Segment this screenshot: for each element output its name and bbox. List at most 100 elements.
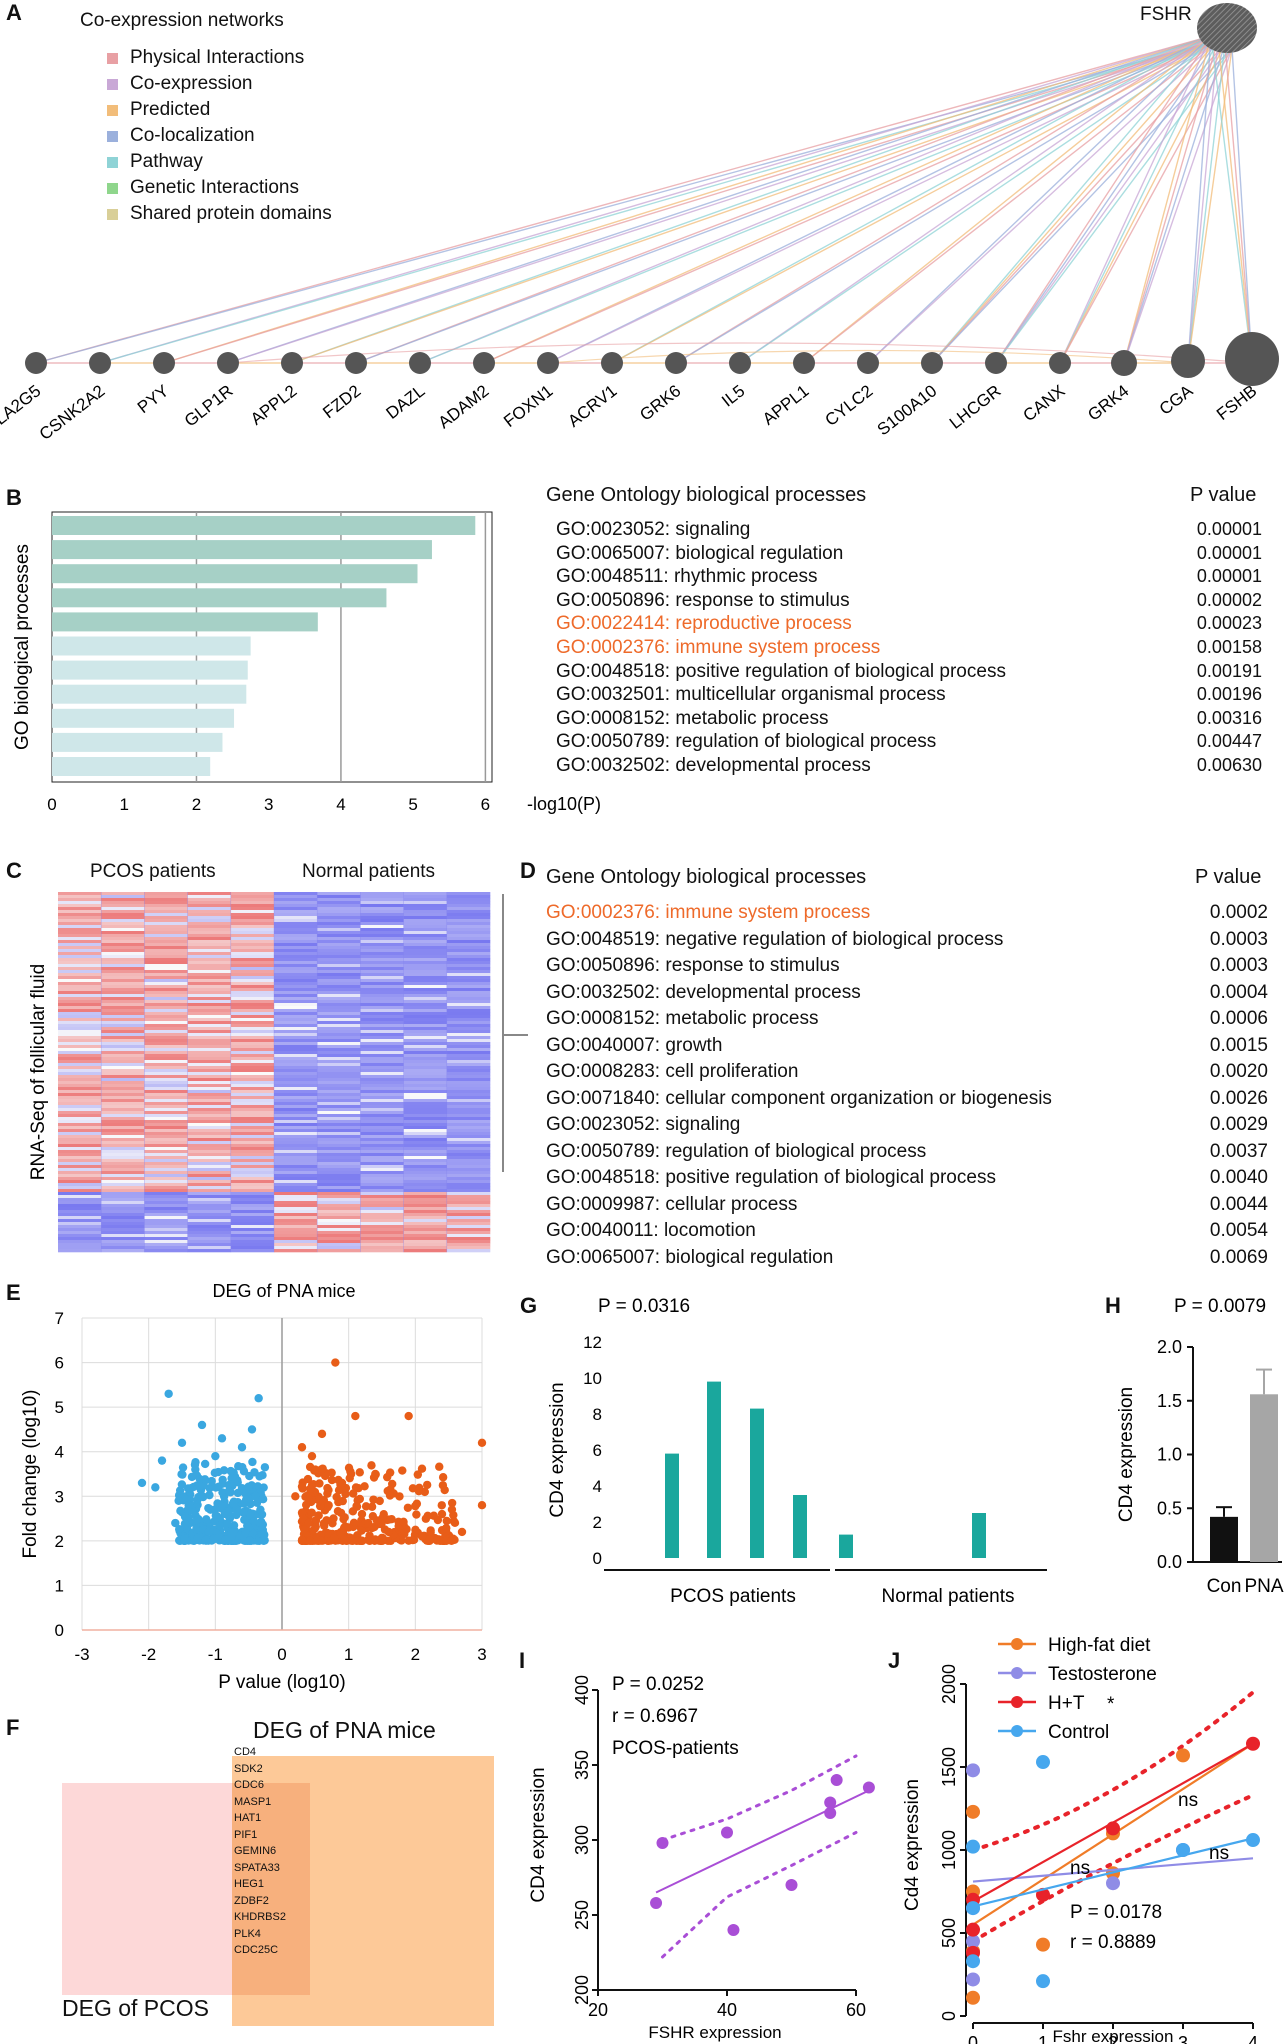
heatmap-cell bbox=[144, 1204, 188, 1208]
heatmap-cell bbox=[230, 964, 275, 968]
heatmap-cell bbox=[144, 1234, 188, 1238]
stats-label: P = 0.0316 bbox=[598, 1296, 690, 1317]
heatmap-cell bbox=[317, 991, 361, 995]
heatmap-cell bbox=[187, 1042, 232, 1046]
heatmap-cell bbox=[360, 1210, 404, 1214]
heatmap-cell bbox=[360, 1009, 404, 1013]
heatmap-cell bbox=[230, 1084, 275, 1088]
legend-swatch bbox=[107, 156, 118, 168]
go-pvalue: 0.0029 bbox=[1209, 1114, 1268, 1135]
data-point-down bbox=[191, 1465, 200, 1474]
data-point-up bbox=[357, 1526, 366, 1535]
heatmap-cell bbox=[317, 934, 361, 938]
heatmap-cell bbox=[274, 955, 318, 959]
gene-node bbox=[921, 352, 943, 374]
data-point-up bbox=[355, 1494, 365, 1504]
network-edge bbox=[1059, 35, 1212, 364]
heatmap-cell bbox=[360, 1249, 404, 1253]
heatmap-cell bbox=[187, 1015, 232, 1019]
data-point bbox=[862, 1781, 875, 1794]
go-term: GO:0008283: cell proliferation bbox=[546, 1061, 799, 1082]
heatmap-cell bbox=[360, 1036, 404, 1040]
data-point-down bbox=[210, 1534, 219, 1543]
heatmap-cell bbox=[317, 1024, 361, 1028]
heatmap-cell bbox=[317, 1162, 361, 1166]
heatmap-cell bbox=[403, 925, 448, 929]
heatmap-cell bbox=[230, 1003, 275, 1007]
heatmap-cell bbox=[317, 1150, 361, 1154]
heatmap-cell bbox=[446, 1003, 491, 1007]
heatmap-cell bbox=[187, 994, 232, 998]
heatmap-cell bbox=[101, 1198, 145, 1202]
heatmap-cell bbox=[187, 943, 232, 947]
heatmap-cell bbox=[360, 1192, 404, 1196]
heatmap-cell bbox=[274, 1048, 318, 1052]
heatmap-cell bbox=[101, 1204, 145, 1208]
heatmap-cell bbox=[403, 1162, 448, 1166]
heatmap-cell bbox=[403, 1081, 448, 1085]
legend-label: Genetic Interactions bbox=[130, 177, 299, 198]
heatmap-cell bbox=[187, 1099, 232, 1103]
heatmap-cell bbox=[403, 1189, 448, 1193]
heatmap-cell bbox=[446, 1060, 491, 1064]
heatmap-cell bbox=[317, 1039, 361, 1043]
data-point-up bbox=[331, 1358, 340, 1367]
go-pvalue: 0.00447 bbox=[1196, 731, 1262, 752]
heatmap-cell bbox=[187, 928, 232, 932]
data-point-up bbox=[329, 1533, 339, 1543]
legend-marker bbox=[1011, 1725, 1023, 1737]
y-axis-label: Cd4 expression bbox=[902, 1779, 923, 1911]
heatmap-cell bbox=[58, 1153, 102, 1157]
y-tick-label: 10 bbox=[583, 1369, 602, 1388]
gene-node bbox=[217, 352, 239, 374]
data-point-up bbox=[297, 1443, 307, 1452]
heatmap-cell bbox=[144, 985, 188, 989]
heatmap-cell bbox=[360, 1162, 404, 1166]
heatmap-cell bbox=[274, 925, 318, 929]
heatmap-cell bbox=[144, 1072, 188, 1076]
heatmap-cell bbox=[58, 1018, 102, 1022]
heatmap-cell bbox=[403, 922, 448, 926]
heatmap-cell bbox=[58, 1117, 102, 1121]
heatmap-cell bbox=[403, 1135, 448, 1139]
go-bar bbox=[52, 708, 235, 728]
overlap-gene: MASP1 bbox=[234, 1795, 272, 1808]
heatmap-cell bbox=[274, 1000, 318, 1004]
heatmap-cell bbox=[446, 1213, 491, 1217]
data-point-up bbox=[399, 1517, 408, 1527]
heatmap-cell bbox=[230, 949, 275, 953]
heatmap-cell bbox=[230, 1141, 275, 1145]
heatmap-cell bbox=[187, 958, 232, 962]
heatmap-cell bbox=[58, 1189, 102, 1193]
heatmap-cell bbox=[101, 1090, 145, 1094]
heatmap-cell bbox=[230, 1213, 275, 1217]
heatmap-cell bbox=[144, 1165, 188, 1169]
heatmap-cell bbox=[144, 1171, 188, 1175]
heatmap-cell bbox=[101, 1210, 145, 1214]
data-point-up bbox=[438, 1481, 448, 1490]
heatmap-cell bbox=[317, 1114, 361, 1118]
go-term: GO:0048511: rhythmic process bbox=[556, 566, 818, 588]
heatmap-cell bbox=[187, 1144, 232, 1148]
data-point bbox=[656, 1837, 669, 1849]
data-point-down bbox=[219, 1466, 229, 1475]
go-pvalue: 0.00023 bbox=[1196, 613, 1262, 634]
heatmap-cell bbox=[446, 1000, 491, 1004]
heatmap-cell bbox=[187, 946, 232, 950]
heatmap-cell bbox=[230, 907, 275, 911]
heatmap-cell bbox=[446, 892, 491, 896]
data-point-down bbox=[211, 1504, 220, 1514]
data-point-down bbox=[247, 1425, 257, 1434]
heatmap-cell bbox=[187, 1036, 232, 1040]
heatmap-cell bbox=[101, 1165, 145, 1169]
heatmap-cell bbox=[317, 1081, 361, 1085]
data-point-down bbox=[250, 1468, 259, 1477]
annotation: ns bbox=[1178, 1790, 1198, 1811]
heatmap-cell bbox=[101, 1216, 145, 1220]
hub-node bbox=[1197, 3, 1257, 53]
legend-swatch bbox=[107, 130, 118, 142]
heatmap-cell bbox=[360, 994, 404, 998]
heatmap-cell bbox=[187, 1024, 232, 1028]
heatmap-cell bbox=[446, 1150, 491, 1154]
heatmap-cell bbox=[144, 1099, 188, 1103]
